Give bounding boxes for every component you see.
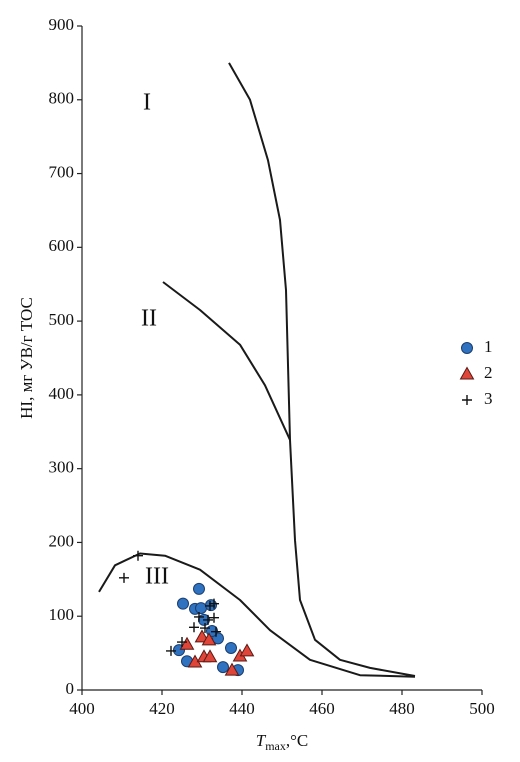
data-point: [201, 632, 217, 646]
data-point: [209, 598, 219, 609]
boundary-curve: [162, 281, 291, 441]
data-point: [166, 645, 176, 656]
legend-marker: [461, 342, 473, 354]
data-point: [224, 662, 240, 676]
y-tick-label: 400: [49, 384, 75, 403]
y-tick-label: 600: [49, 236, 75, 255]
y-tick-label: 900: [49, 15, 75, 34]
x-tick-label: 420: [149, 699, 175, 718]
boundary-curve: [228, 62, 416, 677]
y-tick-label: 200: [49, 531, 75, 550]
curve-label: III: [145, 564, 169, 590]
y-tick-label: 800: [49, 89, 75, 108]
data-point: [203, 614, 213, 625]
boundary-curve: [98, 552, 416, 678]
curve-label: I: [143, 90, 151, 116]
data-point: [202, 649, 218, 663]
legend-label: 2: [484, 363, 493, 382]
data-point: [179, 636, 195, 650]
data-point: [217, 661, 229, 674]
legend-label: 1: [484, 337, 493, 356]
data-point: [239, 643, 255, 657]
y-tick-label: 100: [49, 605, 75, 624]
data-point: [189, 622, 199, 633]
y-tick-label: 300: [49, 458, 75, 477]
x-tick-label: 440: [229, 699, 255, 718]
data-point: [133, 550, 143, 561]
data-point: [205, 599, 217, 612]
data-point: [225, 641, 237, 654]
data-point: [195, 602, 207, 615]
data-point: [209, 612, 219, 623]
y-tick-label: 500: [49, 310, 75, 329]
y-tick-label: 0: [66, 679, 75, 698]
x-tick-label: 400: [69, 699, 95, 718]
data-point: [200, 623, 210, 634]
legend-marker: [459, 366, 475, 380]
x-axis-label: Tmax,°C: [256, 731, 309, 753]
x-tick-label: 480: [389, 699, 415, 718]
legend-label: 3: [484, 389, 493, 408]
legend-marker: [462, 395, 472, 405]
data-point: [119, 572, 129, 583]
y-tick-label: 700: [49, 162, 75, 181]
curve-label: II: [141, 306, 157, 332]
x-tick-label: 460: [309, 699, 335, 718]
data-point: [211, 626, 221, 637]
data-point: [194, 611, 204, 622]
data-point: [177, 597, 189, 610]
data-point: [193, 582, 205, 595]
data-point: [177, 637, 187, 648]
x-tick-label: 500: [469, 699, 495, 718]
y-axis-label: HI, мг УВ/г ТОС: [17, 297, 36, 419]
